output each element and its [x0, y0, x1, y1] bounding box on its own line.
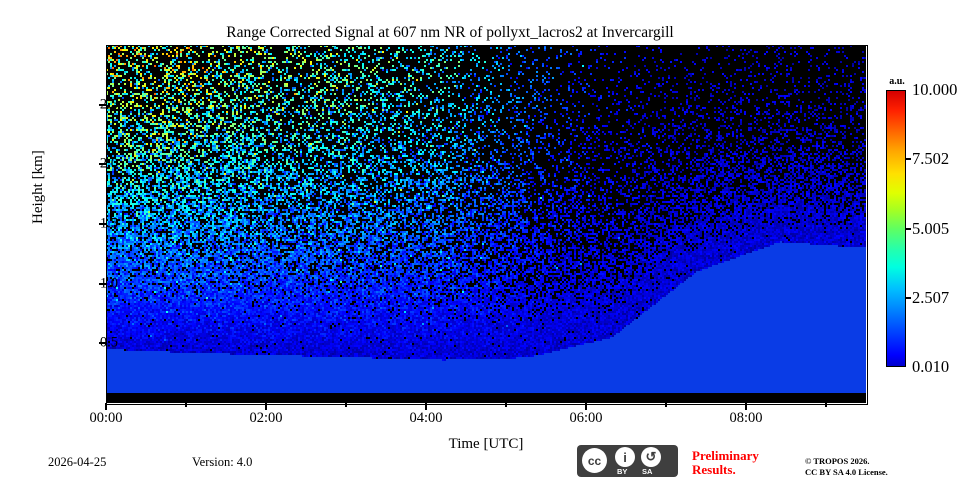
- y-tick-mark: [99, 223, 106, 225]
- chart-title: Range Corrected Signal at 607 nm NR of p…: [226, 24, 674, 41]
- x-minor-tick: [185, 403, 187, 407]
- colorbar-gradient: [886, 90, 906, 367]
- x-tick-mark: [425, 403, 427, 410]
- x-tick-mark: [105, 403, 107, 410]
- creative-commons-badge[interactable]: cc i ↺ BY SA: [577, 445, 678, 477]
- cc-sa-icon: ↺: [641, 447, 661, 467]
- preliminary-line-1: Preliminary: [692, 448, 759, 463]
- copyright-line-1: © TROPOS 2026.: [805, 456, 870, 466]
- cc-by-icon: i: [615, 447, 635, 467]
- y-tick-mark: [99, 282, 106, 285]
- x-axis-label: Time [UTC]: [448, 436, 524, 452]
- x-tick-label: 06:00: [569, 410, 603, 426]
- colorbar-tick-mark: [906, 158, 911, 161]
- cc-icon: cc: [582, 448, 607, 473]
- x-minor-tick: [665, 403, 667, 407]
- y-tick-mark: [99, 342, 106, 345]
- copyright-note: © TROPOS 2026. CC BY SA 4.0 License.: [805, 456, 888, 479]
- colorbar-tick-label: 5.005: [912, 218, 950, 238]
- cc-sa-label: SA: [642, 467, 653, 476]
- footer-date: 2026-04-25: [48, 455, 107, 469]
- y-tick-label: 1.5: [99, 215, 118, 232]
- preliminary-line-2: Results.: [692, 462, 736, 478]
- colorbar-tick-label: 10.000: [912, 80, 958, 99]
- x-tick-mark: [585, 403, 587, 410]
- x-minor-tick: [505, 403, 507, 407]
- colorbar[interactable]: [886, 90, 906, 367]
- colorbar-tick-label: 2.507: [912, 287, 950, 307]
- cc-by-label: BY: [617, 467, 628, 476]
- x-tick-label: 00:00: [89, 410, 123, 426]
- heatmap-canvas[interactable]: [106, 45, 866, 403]
- x-tick-label: 04:00: [409, 410, 443, 426]
- y-tick-label: 2.5: [99, 96, 118, 113]
- x-minor-tick: [825, 403, 827, 407]
- x-tick-mark: [265, 403, 267, 410]
- y-tick-label: 2.0: [99, 155, 118, 172]
- copyright-line-2: CC BY SA 4.0 License.: [805, 467, 888, 478]
- y-axis-label: Height [km]: [30, 150, 46, 224]
- colorbar-tick-mark: [906, 227, 911, 230]
- x-tick-mark: [745, 403, 747, 410]
- y-tick-mark: [99, 163, 106, 166]
- colorbar-tick-label: 0.010: [912, 357, 950, 376]
- colorbar-tick-label: 7.502: [912, 149, 950, 169]
- y-tick-label: 0.5: [99, 334, 118, 351]
- y-tick-label: 1.0: [99, 275, 118, 292]
- preliminary-results-note: Preliminary Results.: [692, 448, 759, 478]
- plot-area[interactable]: [106, 45, 868, 405]
- x-minor-tick: [345, 403, 347, 407]
- y-tick-mark: [99, 103, 106, 106]
- x-tick-label: 08:00: [729, 410, 763, 426]
- footer-version: Version: 4.0: [192, 455, 253, 469]
- colorbar-tick-mark: [906, 296, 911, 299]
- colorbar-unit-label: a.u.: [889, 76, 905, 87]
- x-tick-label: 02:00: [249, 410, 283, 426]
